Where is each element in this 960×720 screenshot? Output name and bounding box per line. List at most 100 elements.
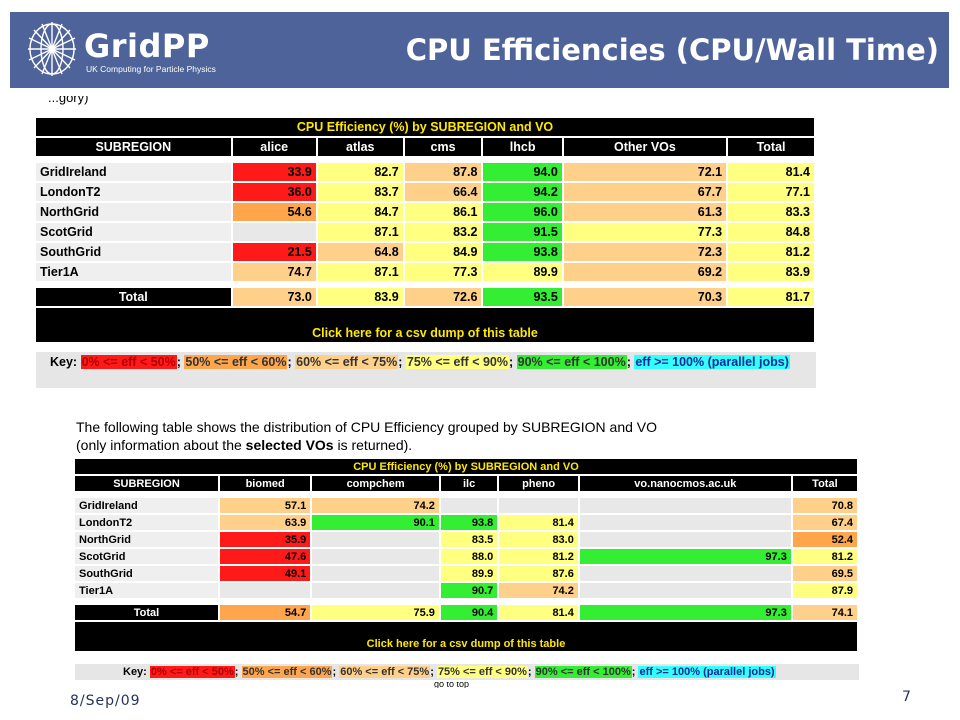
key-separator: ; — [430, 666, 437, 678]
efficiency-cell: 72.3 — [563, 243, 727, 261]
efficiency-cell: 72.1 — [563, 163, 727, 181]
column-header: biomed — [220, 476, 311, 491]
efficiency-cell: 91.5 — [483, 223, 562, 241]
efficiency-cell: 74.2 — [499, 583, 578, 598]
color-key-main: Key: 0% <= eff < 50%; 50% <= eff < 60%; … — [36, 352, 816, 388]
total-row: Total 54.7 75.9 90.4 81.4 97.3 74.1 — [75, 605, 857, 620]
efficiency-cell — [232, 223, 316, 241]
column-header: compchem — [312, 476, 439, 491]
efficiency-cell: 69.2 — [563, 263, 727, 281]
description-pre: (only information about the — [76, 437, 246, 453]
subregion-name: LondonT2 — [36, 183, 231, 201]
efficiency-cell: 89.9 — [440, 566, 498, 581]
table-spacer — [75, 600, 857, 603]
row-total-cell: 81.2 — [792, 549, 857, 564]
column-header: ilc — [440, 476, 498, 491]
efficiency-table-main-vos: CPU Efficiency (%) by SUBREGION and VO SU… — [34, 116, 816, 344]
table-row: LondonT2 63.9 90.1 93.8 81.4 67.4 — [75, 515, 857, 530]
key-range-green: 90% <= eff < 100% — [534, 666, 632, 678]
key-separator: ; — [287, 355, 296, 369]
efficiency-cell: 66.4 — [404, 183, 482, 201]
table-row: GridIreland 33.9 82.7 87.8 94.0 72.1 81.4 — [36, 163, 814, 181]
column-total-cell: 73.0 — [232, 288, 316, 306]
key-range-red: 0% <= eff < 50% — [80, 355, 177, 369]
table-title: CPU Efficiency (%) by SUBREGION and VO — [75, 459, 857, 474]
go-to-top-link[interactable]: go to top — [434, 682, 470, 688]
subregion-name: GridIreland — [75, 498, 218, 513]
csv-dump-link[interactable]: Click here for a csv dump of this table — [36, 308, 814, 342]
key-separator: ; — [234, 666, 242, 678]
column-total-cell: 93.5 — [483, 288, 562, 306]
efficiency-cell: 87.1 — [317, 263, 403, 281]
efficiency-cell: 35.9 — [220, 532, 311, 547]
key-range-lorange: 60% <= eff < 75% — [339, 666, 431, 678]
table-title-row: CPU Efficiency (%) by SUBREGION and VO — [36, 118, 814, 136]
efficiency-cell: 54.6 — [232, 203, 316, 221]
efficiency-cell — [579, 498, 791, 513]
key-range-yellow: 75% <= eff < 90% — [405, 355, 509, 369]
efficiency-cell: 88.0 — [440, 549, 498, 564]
description-line-2: (only information about the selected VOs… — [76, 436, 776, 454]
key-range-cyan: eff >= 100% (parallel jobs) — [634, 355, 790, 369]
key-items: Key: 0% <= eff < 50%; 50% <= eff < 60%; … — [50, 354, 810, 370]
efficiency-cell: 47.6 — [220, 549, 311, 564]
key-separator: ; — [332, 666, 340, 678]
row-total-cell: 77.1 — [728, 183, 814, 201]
key-range-orange: 50% <= eff < 60% — [184, 355, 288, 369]
efficiency-cell: 77.3 — [563, 223, 727, 241]
table-row: ScotGrid 47.6 88.0 81.2 97.3 81.2 — [75, 549, 857, 564]
key-range-cyan: eff >= 100% (parallel jobs) — [638, 666, 776, 678]
efficiency-cell: 90.1 — [312, 515, 439, 530]
row-total-cell: 81.4 — [728, 163, 814, 181]
key-separator: ; — [176, 355, 185, 369]
table-row: Tier1A 74.7 87.1 77.3 89.9 69.2 83.9 — [36, 263, 814, 281]
column-total-cell: 72.6 — [404, 288, 482, 306]
efficiency-cell: 77.3 — [404, 263, 482, 281]
key-label: Key: — [123, 666, 147, 678]
column-header: SUBREGION — [36, 138, 231, 156]
key-separator: ; — [527, 666, 535, 678]
column-header: Total — [792, 476, 857, 491]
efficiency-cell — [440, 498, 498, 513]
efficiency-cell: 83.2 — [404, 223, 482, 241]
table-row: LondonT2 36.0 83.7 66.4 94.2 67.7 77.1 — [36, 183, 814, 201]
column-total-cell: 70.3 — [563, 288, 727, 306]
column-header: atlas — [317, 138, 403, 156]
efficiency-cell: 84.9 — [404, 243, 482, 261]
gridpp-logo: GridPP UK Computing for Particle Physics — [24, 18, 264, 82]
table-title-row: CPU Efficiency (%) by SUBREGION and VO — [75, 459, 857, 474]
table-description: The following table shows the distributi… — [76, 418, 776, 454]
csv-dump-link[interactable]: Click here for a csv dump of this table — [75, 622, 857, 651]
efficiency-cell: 36.0 — [232, 183, 316, 201]
table-row: SouthGrid 49.1 89.9 87.6 69.5 — [75, 566, 857, 581]
efficiency-cell: 93.8 — [483, 243, 562, 261]
key-range-yellow: 75% <= eff < 90% — [436, 666, 528, 678]
row-total-cell: 52.4 — [792, 532, 857, 547]
column-header: cms — [404, 138, 482, 156]
table-row: GridIreland 57.1 74.2 70.8 — [75, 498, 857, 513]
row-total-cell: 84.8 — [728, 223, 814, 241]
column-header: Other VOs — [563, 138, 727, 156]
column-total-cell: 90.4 — [440, 605, 498, 620]
column-total-cell: 81.4 — [499, 605, 578, 620]
efficiency-cell: 94.0 — [483, 163, 562, 181]
logo-tagline: UK Computing for Particle Physics — [86, 64, 216, 74]
color-key-selected: Key: 0% <= eff < 50%; 50% <= eff < 60%; … — [75, 664, 859, 680]
efficiency-cell — [312, 549, 439, 564]
efficiency-cell: 86.1 — [404, 203, 482, 221]
subregion-name: NorthGrid — [75, 532, 218, 547]
cut-off-text: ...gory) — [48, 96, 89, 105]
column-total-cell: 97.3 — [579, 605, 791, 620]
column-header: lhcb — [483, 138, 562, 156]
slide-header: GridPP UK Computing for Particle Physics… — [10, 12, 949, 88]
subregion-name: ScotGrid — [75, 549, 218, 564]
spacer-cell — [36, 158, 814, 161]
key-range-red: 0% <= eff < 50% — [149, 666, 235, 678]
efficiency-cell — [499, 498, 578, 513]
column-total-cell: 75.9 — [312, 605, 439, 620]
key-separator: ; — [626, 355, 635, 369]
efficiency-cell: 67.7 — [563, 183, 727, 201]
efficiency-cell: 81.2 — [499, 549, 578, 564]
table-spacer — [36, 158, 814, 161]
subregion-name: SouthGrid — [75, 566, 218, 581]
